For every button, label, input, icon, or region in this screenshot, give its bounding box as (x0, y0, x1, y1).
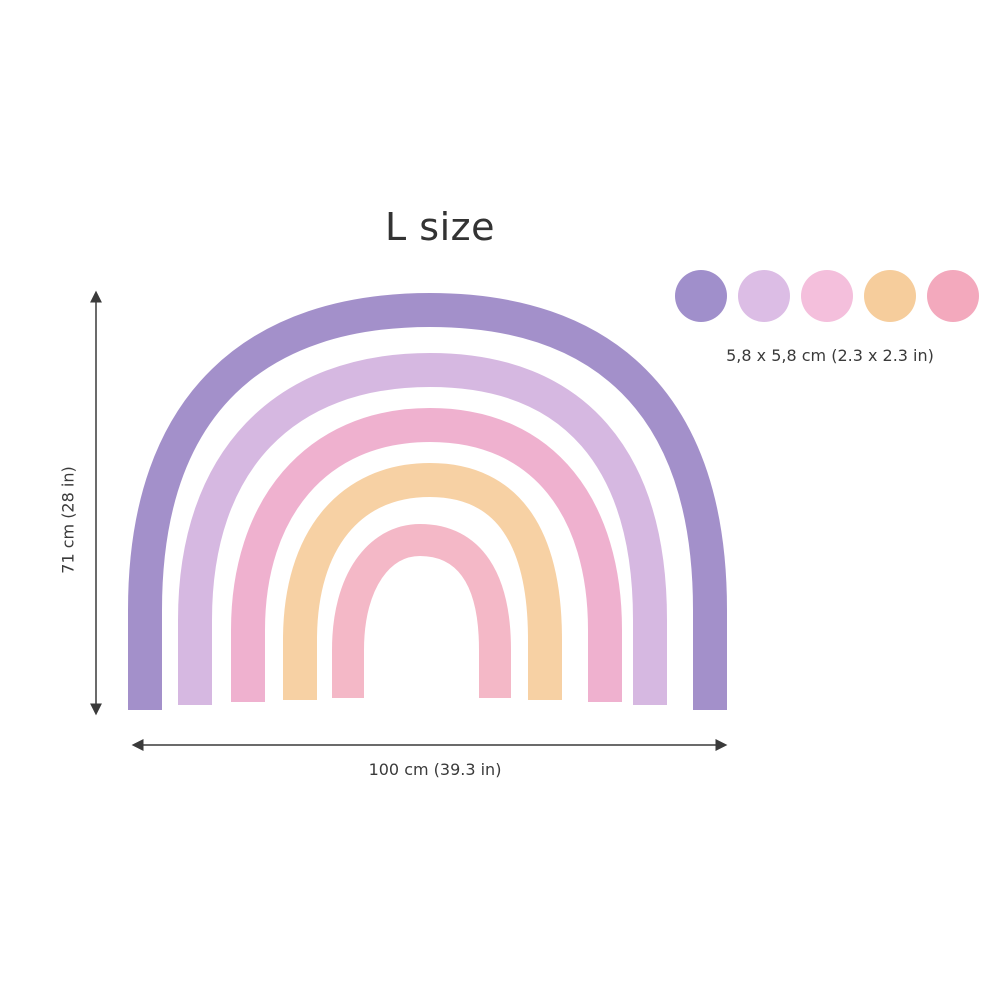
dot-swatch-purple (675, 270, 727, 322)
dot-swatches (675, 270, 979, 322)
width-dimension-label: 100 cm (39.3 in) (330, 760, 540, 779)
dot-size-label: 5,8 x 5,8 cm (2.3 x 2.3 in) (700, 346, 960, 365)
rainbow-band-inner-pink (348, 540, 495, 698)
dot-swatch-peach (864, 270, 916, 322)
dot-swatch-lilac (738, 270, 790, 322)
size-title: L size (360, 205, 520, 249)
dot-swatch-rose (927, 270, 979, 322)
dot-swatch-pink (801, 270, 853, 322)
height-dimension-label: 71 cm (28 in) (59, 466, 78, 573)
